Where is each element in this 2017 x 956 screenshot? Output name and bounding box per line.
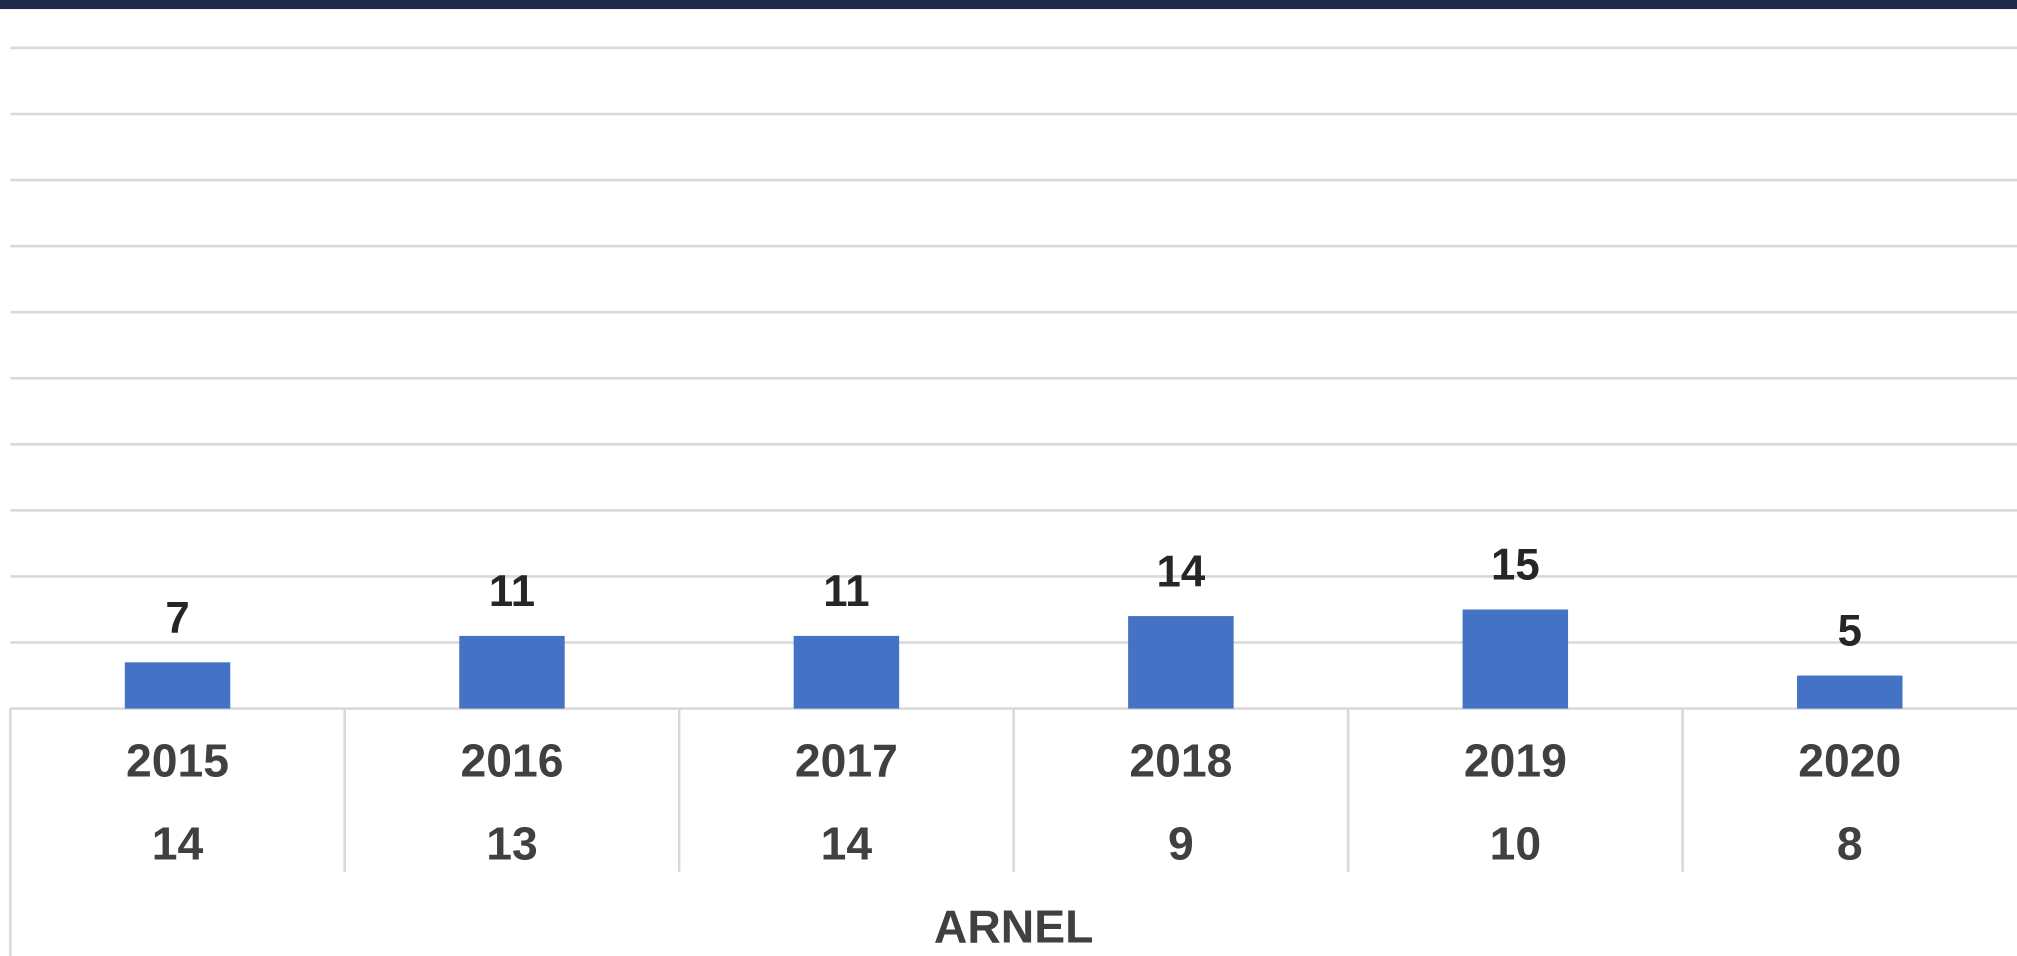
x-tick-label: 2016 bbox=[460, 734, 563, 786]
x-sublabel: 13 bbox=[486, 817, 538, 869]
x-tick-label: 2018 bbox=[1129, 734, 1232, 786]
data-label: 5 bbox=[1838, 607, 1862, 656]
x-sublabel: 9 bbox=[1168, 817, 1194, 869]
data-label: 11 bbox=[489, 567, 535, 616]
x-sublabel: 14 bbox=[152, 817, 204, 869]
bar bbox=[1462, 609, 1569, 709]
data-label: 11 bbox=[823, 567, 869, 616]
bar bbox=[1128, 616, 1234, 709]
top-bar bbox=[0, 0, 2017, 10]
x-tick-label: 2019 bbox=[1464, 734, 1567, 786]
bar bbox=[124, 662, 231, 709]
bar bbox=[459, 635, 565, 709]
data-label: 14 bbox=[1157, 547, 1206, 596]
x-tick-label: 2015 bbox=[126, 734, 229, 786]
x-sublabel: 10 bbox=[1490, 817, 1542, 869]
group-label: ARNEL bbox=[934, 900, 1094, 952]
bar bbox=[793, 635, 900, 709]
x-tick-label: 2017 bbox=[795, 734, 898, 786]
x-sublabel: 8 bbox=[1837, 817, 1863, 869]
bar bbox=[1797, 675, 1903, 709]
x-sublabel: 14 bbox=[821, 817, 873, 869]
data-label: 15 bbox=[1491, 541, 1540, 590]
data-label: 7 bbox=[165, 593, 189, 642]
x-tick-label: 2020 bbox=[1798, 734, 1901, 786]
